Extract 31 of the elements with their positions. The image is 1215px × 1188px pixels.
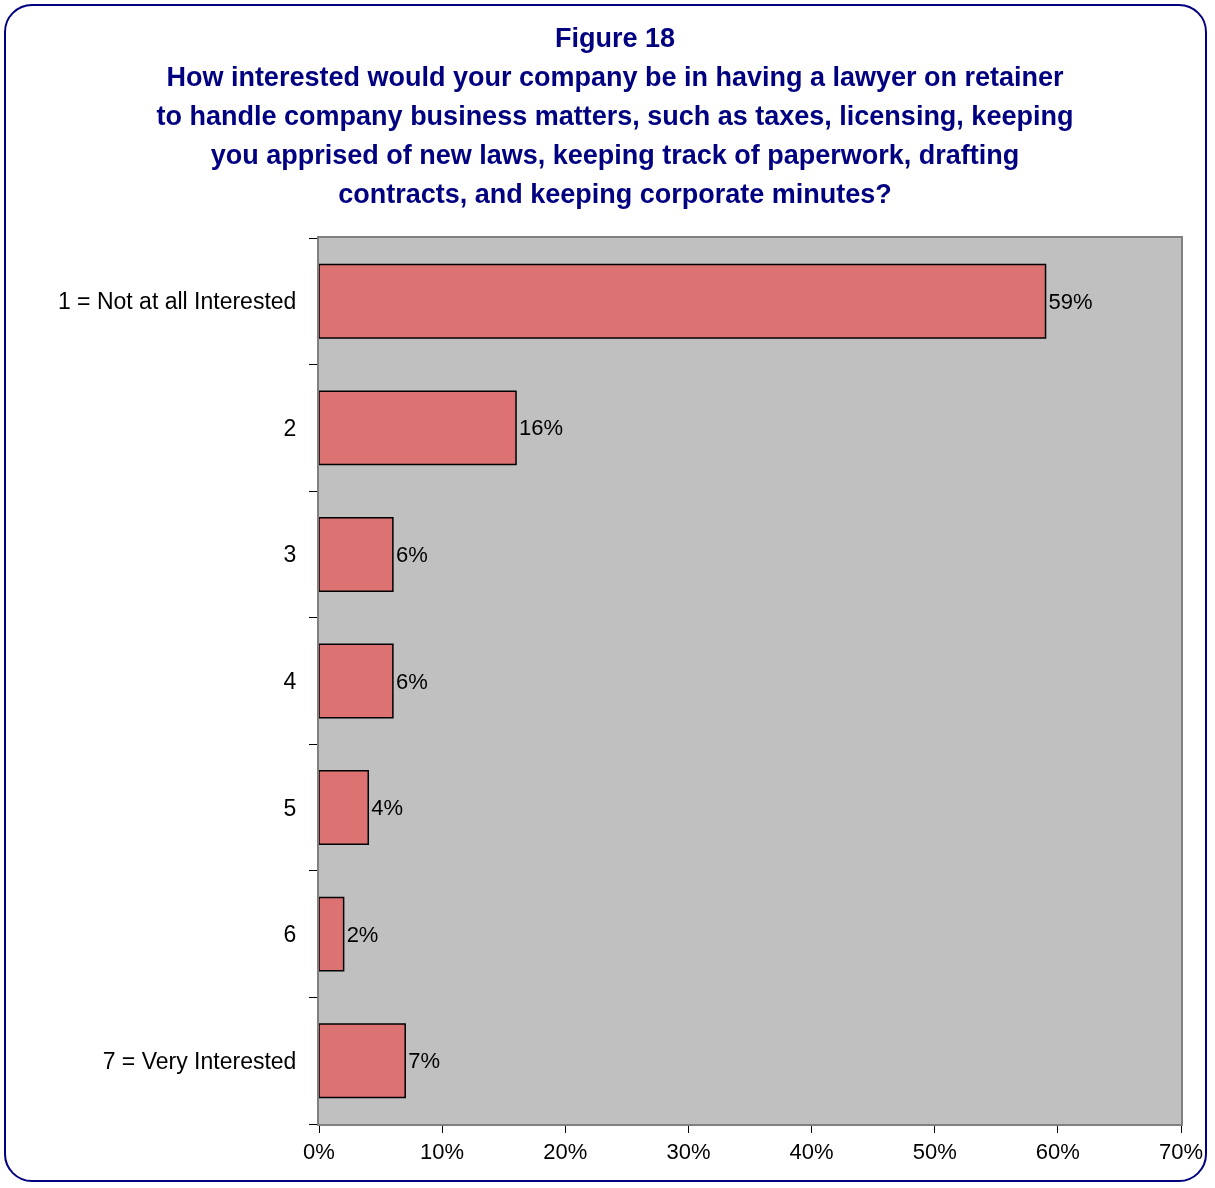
y-tick-label: 2 — [283, 414, 297, 441]
x-tick-label: 70% — [1158, 1139, 1204, 1165]
x-tick-label: 60% — [1035, 1139, 1080, 1165]
data-label: 6% — [395, 668, 428, 694]
data-label: 59% — [1048, 288, 1093, 314]
x-tick-label: 50% — [912, 1139, 957, 1165]
data-label: 4% — [371, 795, 404, 821]
x-tick-label: 20% — [543, 1139, 588, 1165]
y-tick-label: 3 — [283, 541, 297, 568]
bar — [319, 263, 1047, 339]
data-label: 6% — [395, 541, 428, 567]
bar — [319, 896, 345, 972]
y-tick-label: 4 — [283, 668, 297, 695]
y-tick-label: 6 — [283, 921, 297, 948]
y-tick-label: 7 = Very Interested — [102, 1047, 297, 1074]
chart-title: Figure 18 — [553, 22, 676, 55]
data-label: 7% — [408, 1048, 440, 1074]
y-tick-label: 5 — [283, 794, 297, 821]
bar — [319, 516, 394, 592]
bar — [319, 643, 394, 719]
y-tick-label: 1 = Not at all Interested — [57, 288, 297, 315]
data-label: 2% — [346, 921, 379, 947]
x-tick-label: 40% — [789, 1139, 834, 1165]
bar — [319, 1023, 406, 1099]
chart-subtitle: How interested would your company be in having a lawyer on retainer to handle company business matters, such as taxes, licensing, keeping you apprised of new laws, keeping track of paperwork, drafting contracts, and keeping corporate minutes? — [155, 61, 1075, 211]
bar — [319, 770, 370, 846]
data-label: 16% — [519, 415, 564, 441]
x-tick-label: 10% — [420, 1139, 465, 1165]
bar — [319, 390, 517, 466]
x-tick-label: 0% — [303, 1139, 335, 1165]
x-tick-label: 30% — [666, 1139, 711, 1165]
